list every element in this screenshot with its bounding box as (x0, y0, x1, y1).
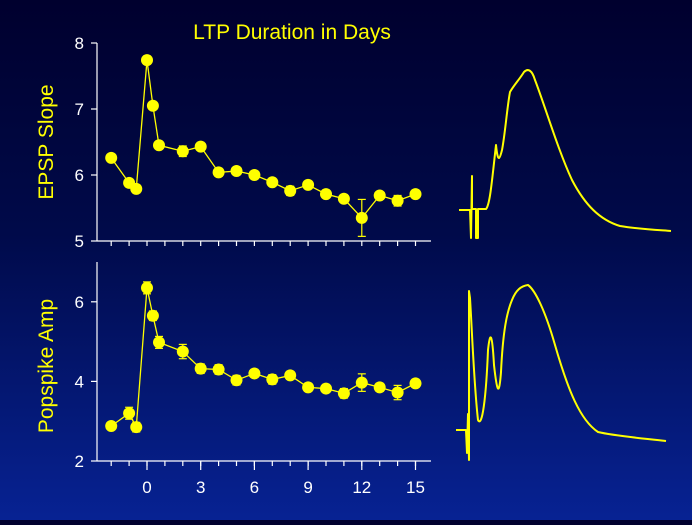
data-point (141, 54, 153, 67)
epsp-example-trace (459, 69, 672, 239)
data-point (302, 178, 315, 191)
data-point (130, 421, 143, 434)
y-tick-label: 8 (75, 34, 84, 53)
data-point (176, 145, 189, 158)
y-tick-label: 4 (75, 372, 84, 391)
data-point (130, 182, 143, 195)
data-point (355, 211, 368, 224)
x-tick-label: 9 (303, 478, 312, 497)
data-point (248, 169, 261, 181)
data-point (105, 151, 118, 164)
data-point (141, 281, 153, 294)
popspike-amp-ylabel: Popspike Amp (35, 299, 58, 433)
data-point (194, 140, 207, 153)
data-point (391, 194, 404, 207)
data-point (146, 309, 159, 322)
y-tick-label: 5 (75, 232, 84, 251)
series-line (110, 287, 416, 430)
y-tick-label: 7 (75, 100, 84, 119)
data-point (284, 184, 297, 197)
data-point (266, 176, 279, 189)
epsp-series (105, 54, 422, 237)
data-point (212, 166, 225, 179)
popspike-series (105, 281, 422, 434)
data-point (146, 99, 159, 112)
data-point (105, 419, 118, 432)
data-point (212, 363, 225, 376)
x-tick-label: 3 (196, 478, 205, 497)
data-point (409, 188, 422, 201)
x-tick-label: 0 (142, 478, 151, 497)
epsp-slope-panel: 5 6 7 8 (75, 34, 431, 251)
series-line (110, 60, 416, 219)
chart-title: LTP Duration in Days (193, 21, 391, 44)
data-point (123, 407, 136, 420)
data-point (391, 386, 404, 399)
y-tick-label: 2 (75, 452, 84, 471)
data-point (230, 374, 243, 387)
data-point (409, 377, 422, 390)
y-tick-label: 6 (75, 166, 84, 185)
epsp-axes: 5 6 7 8 (75, 34, 431, 251)
data-point (284, 369, 297, 382)
data-point (373, 189, 386, 202)
data-point (337, 387, 350, 400)
x-tick-label: 15 (406, 478, 425, 497)
data-point (373, 381, 386, 394)
popspike-amp-panel: 2 4 6 0 3 6 9 12 15 (75, 262, 431, 497)
data-point (230, 165, 243, 178)
data-point (152, 336, 165, 349)
data-point (302, 381, 315, 394)
popspike-example-trace (456, 284, 667, 461)
data-point (266, 373, 279, 386)
data-point (355, 376, 368, 389)
data-point (320, 382, 332, 395)
x-tick-label: 6 (250, 478, 259, 497)
y-tick-label: 6 (75, 293, 84, 312)
data-point (337, 192, 350, 205)
data-point (176, 345, 189, 358)
data-point (320, 188, 332, 201)
epsp-slope-ylabel: EPSP Slope (35, 84, 58, 199)
data-point (152, 139, 165, 152)
x-tick-label: 12 (352, 478, 371, 497)
data-point (194, 362, 207, 375)
popspike-axes: 2 4 6 0 3 6 9 12 15 (75, 262, 431, 497)
data-point (248, 367, 261, 380)
